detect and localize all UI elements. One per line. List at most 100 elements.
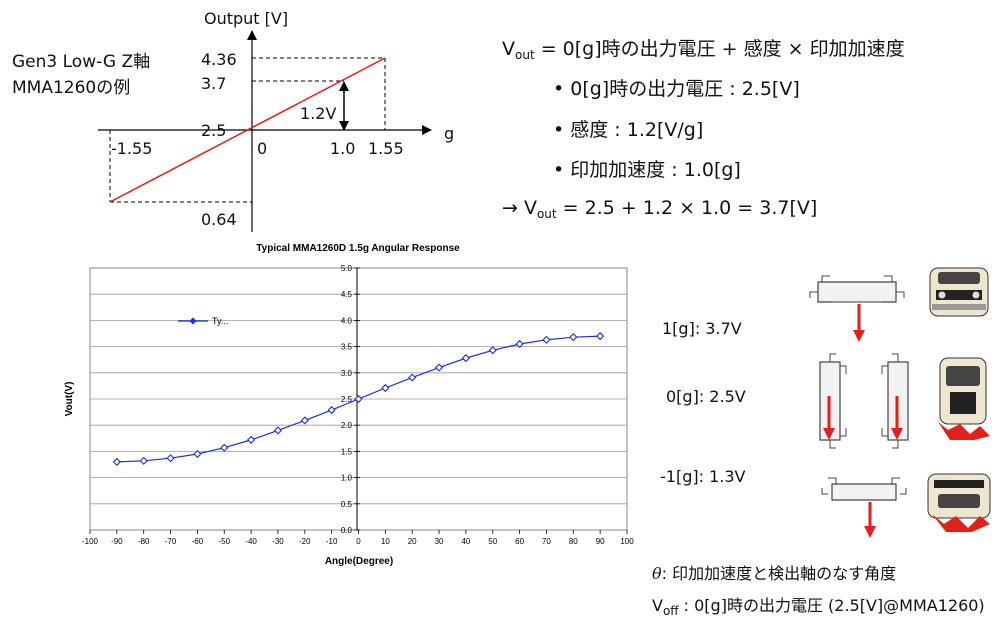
formula-main: Vout = 0[g]時の出力電圧 + 感度 × 印加加速度: [502, 34, 905, 62]
y-tick-label: 1.5: [341, 447, 353, 456]
data-point: [596, 332, 605, 341]
x-tick-label: -90: [111, 537, 123, 546]
x-tick-label: -10: [326, 537, 338, 546]
data-point: [488, 346, 497, 355]
x-tick-label: -80: [138, 537, 150, 546]
x-tick-labels: -100 -90 -80 -70 -60 -50 -40 -30 -20 -10 0 10 20 30 40…: [82, 530, 634, 546]
label-1g: 1[g]: 3.7V: [662, 319, 742, 338]
x-tick-0: 0: [257, 139, 268, 158]
y-tick-3.7: 3.7: [201, 74, 227, 93]
data-point: [166, 454, 175, 463]
x-tick-label: -30: [272, 537, 284, 546]
y-tick-label: 1.0: [341, 474, 353, 483]
x-tick-label: 60: [515, 537, 524, 546]
package-flat-icon: [809, 275, 905, 303]
voff-symbol: V: [652, 596, 663, 615]
vout-subscript: out: [515, 48, 535, 62]
down-arrow-bottom-icon: [864, 502, 876, 538]
data-point: [542, 335, 551, 344]
x-tick-label: -60: [192, 537, 204, 546]
data-point: [461, 354, 470, 363]
voff-note: Voff : 0[g]時の出力電圧 (2.5[V]@MMA1260): [652, 592, 985, 618]
chart-ylabel: Vout(V): [64, 382, 75, 417]
data-point: [220, 443, 229, 452]
label-m1g: -1[g]: 1.3V: [660, 467, 746, 486]
x-tick-label: -40: [245, 537, 257, 546]
y-tick-label: 2.5: [341, 395, 353, 404]
data-point: [408, 373, 417, 382]
down-arrow-icon: [853, 304, 865, 342]
formula-result: → Vout = 2.5 + 1.2 × 1.0 = 3.7[V]: [502, 197, 817, 221]
vout-symbol: V: [502, 38, 515, 60]
x-tick-label: -100: [82, 537, 99, 546]
output-vs-g-graph: [98, 30, 432, 232]
formula-bullet-acceleration: • 印加加速度 : 1.0[g]: [553, 159, 741, 181]
y-tick-label: 0.5: [341, 500, 353, 509]
x-tick-label: 30: [435, 537, 444, 546]
angular-response-chart: Typical MMA1260D 1.5g Angular Response 0…: [64, 243, 634, 567]
data-point: [327, 405, 336, 415]
y-tick-2.5: 2.5: [201, 121, 227, 140]
x-tick-1.55: 1.55: [368, 139, 404, 158]
chart-xlabel: Angle(Degree): [325, 556, 393, 567]
data-point: [300, 416, 309, 425]
y-tick-4.36: 4.36: [201, 50, 237, 69]
down-arrow-right-icon: [891, 396, 903, 440]
formula-bullet-offset: • 0[g]時の出力電圧 : 2.5[V]: [553, 78, 800, 100]
theta-symbol: θ: [652, 564, 662, 583]
label-0g: 0[g]: 2.5V: [666, 387, 746, 406]
x-tick-label: 70: [542, 537, 551, 546]
y-tick-label: 3.0: [341, 369, 353, 378]
x-tick-label: 100: [620, 537, 634, 546]
delta-arrowhead-down: [339, 121, 349, 131]
x-axis-label: g: [444, 124, 455, 143]
result-text: = 2.5 + 1.2 × 1.0 = 3.7[V]: [556, 197, 818, 219]
car-front-icon: [929, 267, 989, 317]
series-ty: [112, 332, 605, 466]
y-tick-label: 4.5: [341, 290, 353, 299]
data-point: [273, 426, 283, 435]
y-tick-label: 3.5: [341, 343, 353, 352]
delta-arrowhead-up: [339, 81, 349, 91]
result-prefix: → V: [502, 197, 537, 219]
x-tick-label: -20: [299, 537, 311, 546]
x-tick-label: 40: [461, 537, 470, 546]
down-arrow-left-icon: [823, 396, 835, 440]
x-tick-1.0: 1.0: [330, 139, 356, 158]
car-flipped-icon: [927, 473, 991, 532]
graph-subtitle: MMA1260の例: [12, 78, 131, 98]
y-axis-arrowhead: [247, 30, 257, 40]
x-tick-label: 0: [356, 537, 361, 546]
legend-marker: [189, 317, 197, 325]
graph-title: Gen3 Low-G Z軸: [12, 52, 151, 72]
x-tick-label: 90: [596, 537, 605, 546]
data-point: [381, 383, 390, 393]
voff-subscript: off: [662, 604, 679, 618]
chart-legend: Ty...: [178, 316, 228, 326]
x-tick-neg1.55: -1.55: [111, 139, 153, 158]
x-tick-label: 20: [408, 537, 417, 546]
x-axis-arrowhead: [422, 125, 432, 135]
x-tick-label: 50: [488, 537, 497, 546]
y-tick-label: 0.0: [341, 526, 353, 535]
legend-label: Ty...: [212, 316, 228, 326]
data-point: [193, 449, 202, 459]
y-tick-label: 5.0: [341, 264, 353, 273]
x-tick-label: -70: [165, 537, 177, 546]
orientation-illustrations: [809, 267, 991, 538]
y-tick-label: 4.0: [341, 316, 353, 325]
data-point: [112, 457, 121, 466]
data-point: [247, 435, 256, 444]
data-point: [354, 394, 363, 404]
y-tick-label: 2.0: [341, 421, 353, 430]
delta-label: 1.2V: [300, 104, 337, 123]
data-point: [139, 456, 148, 465]
data-point: [515, 339, 524, 349]
data-point: [569, 333, 578, 342]
x-tick-label: 10: [381, 537, 390, 546]
x-tick-label: -50: [218, 537, 230, 546]
package-vertical-left-icon: [819, 353, 847, 449]
x-tick-label: 80: [569, 537, 578, 546]
voff-text: : 0[g]時の出力電圧 (2.5[V]@MMA1260): [678, 596, 985, 615]
response-line: [109, 57, 386, 203]
